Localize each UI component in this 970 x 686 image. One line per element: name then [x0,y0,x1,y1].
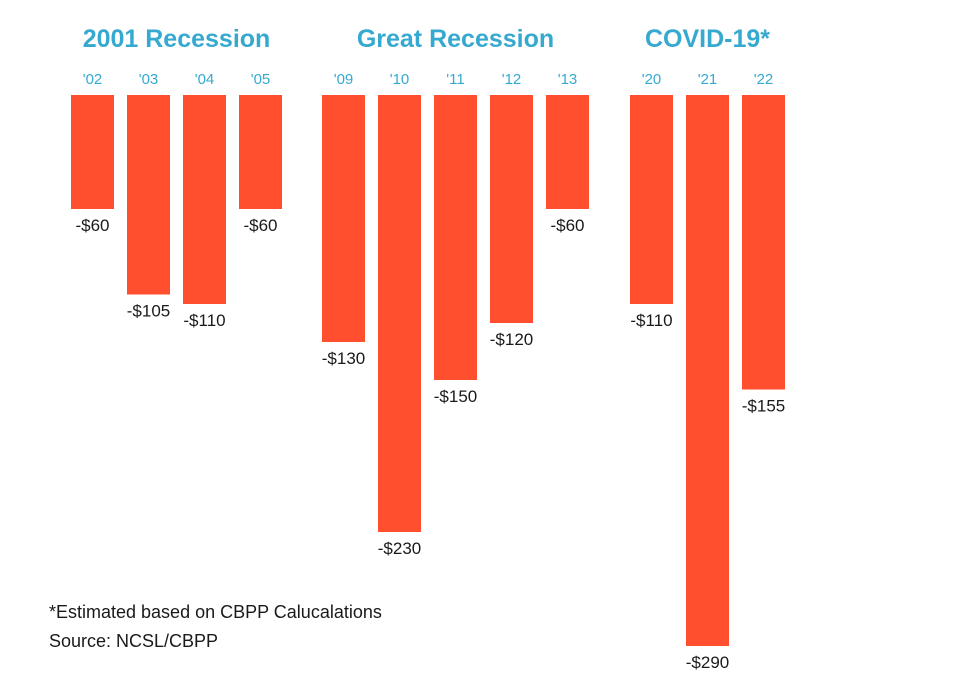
bar [742,95,785,390]
year-tick-label: '11 [446,71,464,88]
year-tick-label: '20 [642,71,662,88]
year-tick-label: '22 [754,71,774,88]
year-tick-label: '12 [502,71,522,88]
bar-value-label: -$60 [243,216,277,235]
year-tick-label: '13 [558,71,578,88]
year-tick-label: '04 [195,71,215,88]
bar [183,95,226,304]
bar-value-label: -$290 [686,653,729,672]
year-tick-label: '09 [334,71,354,88]
bar [546,95,589,209]
footnote-source: Source: NCSL/CBPP [49,631,219,651]
group-title: COVID-19* [645,25,770,53]
year-tick-label: '21 [698,71,718,88]
bar-value-label: -$120 [490,330,533,349]
bar [239,95,282,209]
year-tick-label: '10 [390,71,410,88]
bar-value-label: -$155 [742,397,785,416]
group-title: Great Recession [357,25,554,53]
bar-value-label: -$230 [378,539,421,558]
bar-group: Great Recession '09 -$130 '10 -$230 '11 -$150 '… [322,25,589,558]
bar-group: 2001 Recession '02 -$60 '03 -$105 '04 -$110 '05… [71,25,282,330]
bar [630,95,673,304]
bar [378,95,421,532]
bar-value-label: -$60 [75,216,109,235]
footnote-estimate: *Estimated based on CBPP Calucalations [49,602,382,622]
bar [490,95,533,323]
bar-value-label: -$150 [434,387,477,406]
group-title: 2001 Recession [83,25,271,53]
bar-value-label: -$130 [322,349,365,368]
bar [434,95,477,380]
bar-value-label: -$110 [183,311,225,330]
year-tick-label: '05 [251,71,271,88]
bar-value-label: -$105 [127,302,170,321]
bar [322,95,365,342]
bar [686,95,729,646]
bar-group: COVID-19* '20 -$110 '21 -$290 '22 -$155 [630,25,785,672]
year-tick-label: '03 [139,71,159,88]
bar-value-label: -$60 [550,216,584,235]
bar [127,95,170,295]
year-tick-label: '02 [83,71,103,88]
bar [71,95,114,209]
bar-value-label: -$110 [630,311,672,330]
